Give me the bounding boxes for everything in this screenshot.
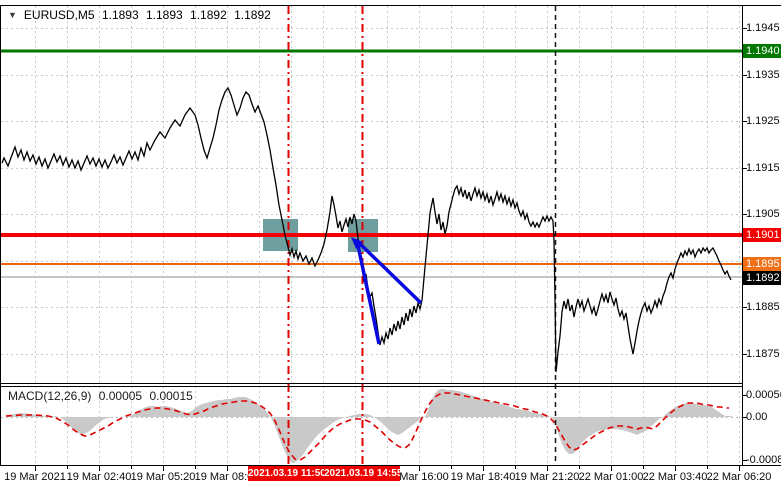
price-axis-label: 1.1905 xyxy=(746,208,780,220)
price-low: 1.1892 xyxy=(190,8,227,22)
macd-axis-label: -0.00086 xyxy=(746,454,781,466)
symbol-dropdown-icon[interactable]: ▼ xyxy=(8,10,17,20)
macd-signal-line xyxy=(5,392,729,461)
macd-axis-label: 0.00 xyxy=(746,411,768,423)
price-axis-label: 1.1915 xyxy=(746,162,780,174)
macd-value-1: 0.00005 xyxy=(98,389,143,403)
macd-indicator-label: MACD(12,26,9) 0.00005 0.00015 xyxy=(8,389,197,403)
macd-value-2: 0.00015 xyxy=(149,389,193,403)
price-axis-label: 1.1885 xyxy=(746,301,780,313)
symbol-period: EURUSD,M5 xyxy=(23,8,95,22)
price-high: 1.1893 xyxy=(146,8,183,22)
price-axis-ticks xyxy=(742,28,747,461)
price-close: 1.1892 xyxy=(234,8,271,22)
time-axis-label: 19 Mar 02:40 xyxy=(66,471,132,483)
time-axis-label: 19 Mar 21:20 xyxy=(514,471,580,483)
arrowhead-icon xyxy=(351,237,363,249)
time-axis-label: 19 Mar 18:40 xyxy=(450,471,516,483)
price-open: 1.1893 xyxy=(101,8,139,22)
price-axis-label: 1.1945 xyxy=(746,22,780,34)
time-axis-label: 22 Mar 03:40 xyxy=(642,471,708,483)
price-tag-orange: 1.1895 xyxy=(743,257,781,271)
price-axis-label: 1.1935 xyxy=(746,69,780,81)
time-axis-label: 22 Mar 06:20 xyxy=(706,471,772,483)
time-axis-label: 19 Mar 08:00 xyxy=(194,471,260,483)
time-axis-label: 19 Mar 05:20 xyxy=(130,471,196,483)
chart-ohlc-header: ▼ EURUSD,M5 1.1893 1.1893 1.1892 1.1892 xyxy=(8,8,275,22)
price-tag-red: 1.1901 xyxy=(743,228,781,242)
price-tag-current: 1.1892 xyxy=(743,271,781,285)
price-line xyxy=(1,86,732,373)
price-axis-label: 1.1925 xyxy=(746,115,780,127)
price-axis-label: 1.1875 xyxy=(746,348,780,360)
time-axis-label: Mar 16:00 xyxy=(399,471,449,483)
pane-borders xyxy=(0,5,781,466)
macd-histogram xyxy=(6,389,733,463)
macd-title: MACD(12,26,9) xyxy=(8,389,92,403)
price-tag-green: 1.1940 xyxy=(743,44,781,58)
macd-axis-label: 0.00056 xyxy=(746,389,781,401)
blue-arrow-object[interactable] xyxy=(351,237,423,345)
vline-time-tag: 2021.03.19 11:50 xyxy=(248,466,324,481)
time-axis-label: 19 Mar 2021 xyxy=(4,471,66,483)
vline-time-tag: 2021.03.19 14:55 xyxy=(324,466,400,481)
time-axis-label: 22 Mar 01:00 xyxy=(578,471,644,483)
